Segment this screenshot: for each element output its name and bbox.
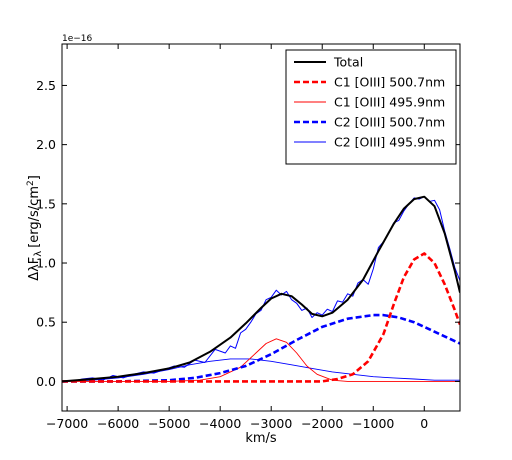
x-ticks: −7000 −6000 −5000 −4000 −3000 −2000 −1000 0	[46, 44, 428, 431]
legend-label: Total	[333, 55, 363, 70]
legend-label: C2 [OIII] 500.7nm	[334, 115, 445, 130]
legend-label: C1 [OIII] 500.7nm	[334, 75, 445, 90]
y-axis-label: ΔλFλ [erg/s/cm2]	[26, 175, 44, 281]
y-scale-label: 1e−16	[62, 34, 93, 44]
legend-label: C2 [OIII] 495.9nm	[334, 135, 445, 150]
x-tick-label: −4000	[199, 416, 241, 431]
y-tick-label: 1.0	[36, 256, 56, 271]
y-tick-label: 0.5	[36, 315, 56, 330]
y-ticks: 0.0 0.5 1.0 1.5 2.0 2.5	[36, 78, 460, 389]
y-tick-label: 0.0	[36, 374, 56, 389]
y-axis-label-unit-suffix: ]	[27, 175, 42, 180]
plot-frame	[61, 43, 461, 412]
x-axis-label: km/s	[245, 431, 277, 446]
y-tick-label: 2.0	[36, 137, 56, 152]
series-line-c1-oiii-500-7nm	[62, 252, 460, 383]
series-line-total	[62, 195, 460, 383]
legend-items: Total C1 [OIII] 500.7nm C1 [OIII] 495.9nm C…	[294, 55, 445, 150]
x-tick-label: −2000	[301, 416, 343, 431]
x-tick-label: −3000	[250, 416, 292, 431]
series-line-c2-oiii-495-9nm	[62, 358, 460, 382]
y-tick-label: 2.5	[36, 78, 56, 93]
x-tick-label: 0	[420, 416, 428, 431]
y-axis-label-subscript: λ	[33, 251, 44, 257]
legend-box	[285, 49, 457, 165]
x-tick-label: −1000	[352, 416, 394, 431]
x-tick-label: −7000	[46, 416, 88, 431]
x-tick-label: −6000	[97, 416, 139, 431]
series-layer	[62, 195, 460, 383]
legend-label: C1 [OIII] 495.9nm	[334, 95, 445, 110]
x-tick-label: −5000	[148, 416, 190, 431]
y-tick-label: 1.5	[36, 196, 56, 211]
legend: Total C1 [OIII] 500.7nm C1 [OIII] 495.9nm C…	[285, 49, 457, 165]
y-axis-label-main: ΔλF	[27, 257, 42, 281]
y-axis-label-unit-power: 2	[26, 180, 36, 186]
series-line-c2-oiii-500-7nm	[62, 313, 460, 383]
series-line-c1-oiii-495-9nm	[62, 338, 460, 382]
y-axis-label-unit-prefix: [erg/s/cm	[27, 186, 42, 248]
